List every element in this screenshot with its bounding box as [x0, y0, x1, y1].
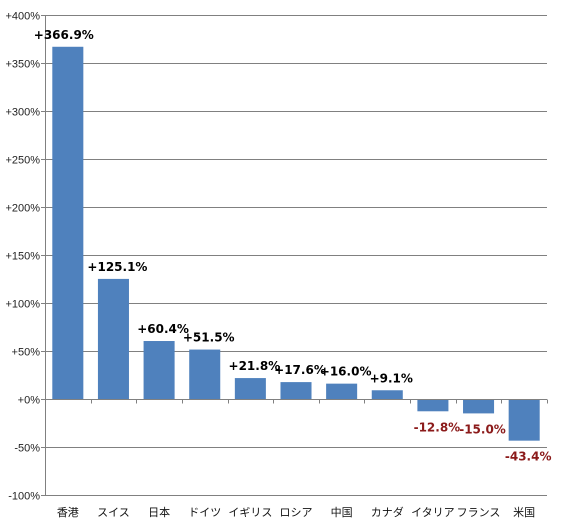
y-axis-ticks: +400% +350% +300% +250% +200% +150% +100% +50% +…	[5, 11, 45, 503]
x-category-label: イギリス	[228, 506, 272, 519]
x-category-label: カナダ	[371, 505, 404, 519]
data-labels: +366.9% +125.1% +60.4%+51.5% +21.8%+17.6%+1…	[34, 28, 552, 464]
y-tick-label: +400%	[5, 11, 40, 23]
y-tick-label: +50%	[12, 347, 41, 359]
bar	[371, 390, 403, 399]
y-tick-label: -100%	[8, 491, 40, 503]
data-label: +125.1%	[87, 260, 147, 274]
x-category-label: 米国	[513, 506, 535, 519]
bar	[234, 378, 266, 399]
data-label: +17.6%	[274, 363, 326, 377]
x-category-label: イタリア	[411, 506, 455, 519]
x-category-label: フランス	[457, 506, 501, 519]
data-label: +16.0%	[320, 365, 372, 379]
bars	[52, 46, 540, 441]
x-axis-categories: 香港 スイス 日本 ドイツ イギリス ロシア 中国 カナダ イタリア フランス 米国	[57, 505, 535, 519]
data-label: +60.4%	[137, 322, 189, 336]
x-category-label: 香港	[57, 506, 79, 519]
bar	[189, 349, 221, 399]
x-category-label: スイス	[97, 506, 130, 519]
bar	[508, 399, 540, 441]
bar	[97, 278, 129, 399]
data-label: -15.0%	[459, 422, 506, 436]
y-tick-label: -50%	[14, 443, 40, 455]
bar	[463, 399, 495, 414]
bar	[280, 382, 312, 399]
x-category-label: ロシア	[280, 506, 313, 519]
y-tick-label: +200%	[5, 203, 40, 215]
y-tick-label: +0%	[18, 395, 41, 407]
bar	[326, 383, 358, 399]
y-tick-label: +350%	[5, 59, 40, 71]
y-tick-label: +300%	[5, 107, 40, 119]
axes	[45, 15, 548, 495]
data-label: +9.1%	[370, 371, 413, 385]
y-tick-label: +100%	[5, 299, 40, 311]
x-category-label: ドイツ	[188, 506, 221, 519]
data-label: +51.5%	[183, 331, 235, 345]
bar	[417, 399, 449, 412]
data-label: +21.8%	[229, 359, 281, 373]
y-tick-label: +250%	[5, 155, 40, 167]
data-label: +366.9%	[34, 28, 94, 42]
data-label: -12.8%	[414, 420, 461, 434]
bar	[143, 341, 175, 399]
bar	[52, 46, 84, 399]
x-category-label: 中国	[331, 506, 353, 519]
x-category-label: 日本	[148, 505, 170, 519]
data-label: -43.4%	[505, 450, 552, 464]
y-tick-label: +150%	[5, 251, 40, 263]
